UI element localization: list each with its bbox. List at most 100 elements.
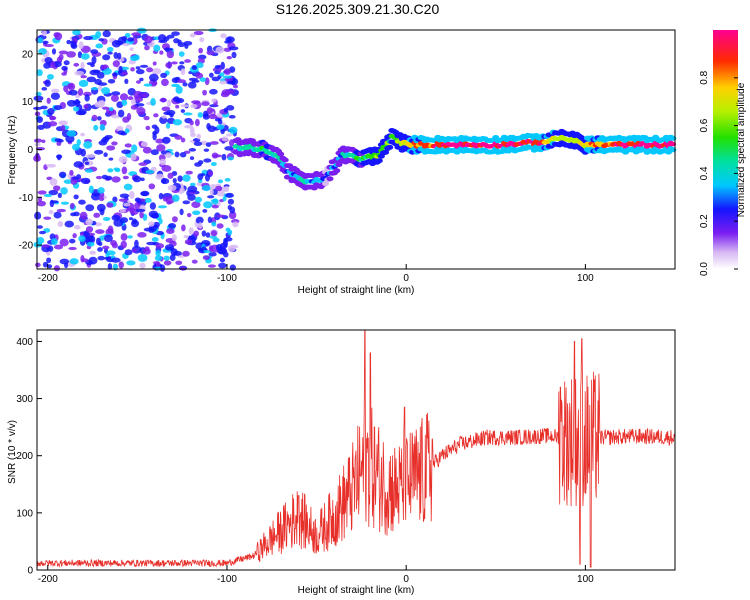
- spectrogram-noise-cell: [210, 230, 218, 237]
- spectrogram-noise-cell: [166, 34, 175, 39]
- spectrogram-noise-cell: [172, 177, 177, 184]
- spectrogram-noise-cell: [98, 85, 103, 91]
- spectrogram-noise-cell: [207, 264, 216, 268]
- spectrogram-noise-cell: [124, 32, 131, 38]
- spectrogram-noise-cell: [118, 261, 124, 269]
- spectrogram-noise-cell: [183, 112, 193, 116]
- spectrogram-noise-cell: [78, 199, 86, 205]
- spectrogram-noise-cell: [203, 201, 213, 209]
- spectrogram-noise-cell: [36, 225, 43, 229]
- snr-y-tick-label: 100: [16, 508, 33, 519]
- spectrogram-noise-cell: [46, 163, 56, 168]
- spectrogram-noise-cell: [228, 46, 239, 51]
- spectrogram-noise-cell: [207, 195, 215, 199]
- spectrogram-noise-cell: [187, 193, 196, 201]
- spectrogram-noise-cell: [175, 85, 183, 94]
- spectrogram-noise-cell: [183, 235, 189, 239]
- spectrogram-noise-cell: [84, 168, 94, 173]
- spectrogram-noise-cell: [159, 50, 164, 55]
- spectrogram-noise-cell: [190, 104, 198, 109]
- spectrogram-noise-cell: [153, 113, 159, 118]
- spectrogram-noise-cell: [192, 210, 201, 216]
- spectrogram-noise-cell: [130, 153, 137, 161]
- spectrogram-noise-cell: [227, 245, 236, 252]
- spectrogram-noise-cell: [94, 222, 102, 227]
- spectrogram-noise-cell: [69, 202, 75, 210]
- spectrogram-noise-cell: [175, 104, 180, 109]
- spectrogram-noise-cell: [46, 257, 52, 264]
- spectrogram-noise-cell: [186, 212, 192, 218]
- spectrogram-noise-cell: [217, 179, 224, 184]
- spectrogram-noise-cell: [211, 204, 219, 209]
- spectrogram-noise-cell: [193, 230, 200, 237]
- spectrogram-noise-cell: [142, 248, 151, 255]
- spectrogram-noise-cell: [58, 120, 68, 126]
- spectrogram-noise-cell: [50, 200, 59, 204]
- spectrogram-noise-cell: [41, 244, 51, 248]
- spectrogram-noise-cell: [93, 124, 99, 131]
- spectrogram-noise-cell: [179, 151, 187, 158]
- spectrogram-noise-cell: [88, 256, 98, 265]
- spectrogram-noise-cell: [228, 211, 237, 220]
- spectrogram-noise-cell: [102, 216, 111, 221]
- spectrogram-y-ticks: -20 -10 0 10 20: [19, 49, 42, 252]
- spectrogram-noise-cell: [216, 223, 224, 229]
- spectrogram-noise-cell: [216, 124, 225, 130]
- spectrogram-noise-cell: [102, 30, 111, 38]
- spectrogram-noise-cell: [70, 212, 77, 217]
- spectrogram-noise-cell: [82, 91, 92, 97]
- spectrogram-noise-cell: [51, 88, 60, 93]
- spectrogram-noise-cell: [39, 230, 46, 235]
- spectrogram-noise-cell: [110, 94, 119, 102]
- spectrogram-noise-cell: [101, 174, 109, 180]
- spectrogram-noise-cell: [99, 124, 106, 131]
- spectrogram-noise-cell: [91, 56, 97, 65]
- spectrogram-noise-cell: [166, 50, 174, 59]
- spectrogram-noise-cell: [180, 109, 186, 113]
- spectrogram-noise-cell: [57, 192, 62, 198]
- spectrogram-noise-cell: [107, 263, 113, 270]
- spectrogram-noise-cell: [120, 72, 128, 76]
- spectrogram-noise-cell: [98, 197, 105, 202]
- spectrogram-noise-cell: [188, 227, 194, 235]
- spectrogram-noise-cell: [165, 122, 171, 129]
- spectrogram-noise-cell: [83, 35, 93, 41]
- spectrogram-noise-cell: [56, 208, 66, 213]
- spectrogram-noise-cell: [167, 172, 174, 179]
- snr-y-tick-label: 400: [16, 337, 33, 348]
- spectrogram-noise-cell: [223, 68, 232, 75]
- spectrogram-noise-cell: [140, 177, 145, 182]
- spectrogram-noise-cell: [231, 51, 237, 59]
- spectrogram-noise-cell: [143, 115, 150, 121]
- spectrogram-noise-cell: [163, 47, 174, 51]
- spectrogram-noise-cell: [76, 139, 81, 146]
- spectrogram-noise-cell: [191, 79, 200, 83]
- spectrogram-noise-cell: [35, 262, 41, 268]
- spectrogram-noise-cell: [196, 133, 202, 140]
- spectrogram-noise-cell: [90, 49, 99, 54]
- spectrogram-noise-cell: [149, 202, 157, 210]
- spectrogram-noise-cell: [155, 173, 165, 180]
- spectrogram-noise-cell: [78, 41, 84, 50]
- spectrogram-noise-cell: [36, 69, 43, 77]
- spectrogram-noise-cell: [191, 201, 201, 209]
- snr-x-tick-label: 0: [403, 574, 409, 585]
- spectrogram-noise-cell: [189, 156, 195, 161]
- spectrogram-noise-cell: [157, 34, 167, 42]
- spectrogram-noise-cell: [171, 216, 178, 223]
- spectrogram-noise-cell: [96, 203, 106, 212]
- spectrogram-noise-cell: [195, 72, 204, 79]
- spectrogram-noise-cell: [224, 185, 230, 192]
- spectrogram-y-tick-label: 10: [22, 97, 34, 108]
- spectrogram-noise-cell: [174, 135, 183, 140]
- spectrogram-noise-cell: [134, 239, 139, 248]
- spectrogram-noise-cell: [149, 73, 159, 82]
- spectrogram-noise-cell: [228, 126, 238, 134]
- spectrogram-noise-cell: [48, 189, 59, 196]
- spectrogram-noise-cell: [212, 154, 222, 158]
- spectrogram-noise-cell: [145, 125, 151, 131]
- spectrogram-noise-cell: [209, 187, 214, 196]
- snr-y-ticks: 0 100 200 300 400: [16, 337, 42, 577]
- spectrogram-noise-cell: [93, 149, 104, 155]
